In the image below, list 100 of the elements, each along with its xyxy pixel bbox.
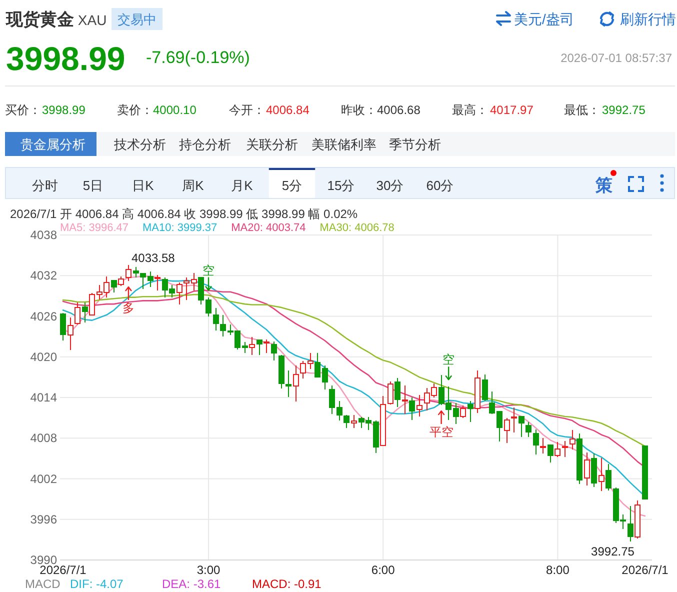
- candlestick: [547, 444, 554, 463]
- candlestick: [467, 400, 474, 422]
- chart-subtitle: 2026/7/1 开 4006.84 高 4006.84 收 3998.99 低 3998.99 幅 0.02%: [10, 207, 358, 221]
- candlestick: [344, 414, 350, 428]
- y-tick-label: 4002: [30, 472, 58, 486]
- y-tick-label: 4014: [30, 390, 58, 404]
- annotation: 平空: [429, 424, 454, 439]
- candlestick: [387, 380, 394, 405]
- annotation: 3992.75: [591, 544, 635, 558]
- text: 美元/盎司: [514, 11, 574, 27]
- candlestick: [569, 430, 576, 450]
- text: 15分: [327, 178, 355, 193]
- candlestick: [540, 438, 546, 454]
- candlestick: [409, 397, 416, 420]
- y-tick-label: 4026: [30, 309, 58, 324]
- text: 昨收：: [341, 103, 377, 117]
- text: 2026-07-01 08:57:37: [560, 51, 672, 65]
- candlestick: [416, 394, 422, 417]
- candlestick: [562, 440, 568, 458]
- annotation: 空: [442, 352, 455, 367]
- candlestick: [74, 302, 81, 325]
- text: 30分: [376, 178, 404, 193]
- candlestick: [482, 374, 488, 402]
- candlestick: [249, 336, 256, 356]
- candlestick: [598, 457, 604, 492]
- text: 4006.84: [266, 103, 310, 117]
- candlestick: [554, 442, 561, 458]
- text: 今开：: [229, 103, 265, 117]
- text: 5日: [82, 178, 104, 193]
- y-tick-label: 4038: [30, 228, 58, 242]
- x-tick-label: 3:00: [196, 563, 220, 577]
- text: 贵金属分析: [20, 137, 86, 152]
- candlestick: [642, 445, 648, 500]
- text: 分时: [32, 178, 58, 193]
- text: 刷新行情: [620, 11, 676, 27]
- candlestick: [518, 416, 524, 438]
- candlestick: [264, 338, 270, 354]
- candlestick: [627, 505, 634, 542]
- candlestick: [212, 308, 219, 331]
- text: 4000.10: [153, 103, 197, 117]
- text: 技术分析: [113, 137, 166, 152]
- text: 60分: [426, 178, 454, 193]
- candlestick: [270, 340, 277, 361]
- text: 4017.97: [490, 103, 534, 117]
- candlestick: [511, 407, 518, 434]
- text: 最高：: [452, 103, 488, 117]
- y-tick-label: 4008: [30, 431, 58, 446]
- text: MA10: 3999.37: [142, 222, 218, 234]
- text: MA30: 4006.78: [320, 222, 394, 234]
- y-tick-label: 3996: [30, 512, 58, 526]
- annotation: 4033.58: [131, 250, 176, 265]
- candlestick: [394, 377, 401, 408]
- candlestick: [125, 264, 132, 282]
- x-tick-label: 2026/7/1: [622, 563, 669, 577]
- text: 交易中: [118, 12, 156, 27]
- candlestick: [292, 365, 299, 402]
- candlestick: [256, 339, 262, 356]
- candlestick: [460, 405, 466, 418]
- chart-title: 现货黄金 XAU: [5, 10, 107, 29]
- text: -7.69(-0.19%): [146, 48, 250, 67]
- text: 日K: [132, 178, 154, 193]
- candlestick: [286, 370, 292, 398]
- candlestick: [110, 280, 117, 294]
- text: 持仓分析: [179, 137, 231, 152]
- candlestick: [606, 463, 612, 491]
- text: 月K: [231, 178, 254, 193]
- text: DIF: -4.07: [70, 577, 124, 591]
- candlestick: [591, 453, 598, 488]
- text: 4006.68: [377, 103, 421, 117]
- text: 策: [594, 176, 612, 195]
- candlestick: [118, 276, 124, 286]
- text: MACD: -0.91: [252, 577, 322, 591]
- candlestick: [351, 414, 357, 428]
- candlestick: [584, 452, 590, 486]
- text: 卖价：: [117, 103, 153, 117]
- candlestick: [82, 302, 88, 323]
- text: MACD: [25, 577, 61, 591]
- text: 周K: [182, 178, 204, 193]
- text: 季节分析: [389, 137, 441, 152]
- x-tick-label: 6:00: [371, 563, 396, 577]
- candlestick: [60, 312, 66, 342]
- annotation: 空: [202, 263, 214, 278]
- text: MA5: 3996.47: [60, 222, 128, 234]
- candlestick: [526, 421, 532, 438]
- text: 3992.75: [602, 103, 646, 117]
- y-tick-label: 4032: [30, 268, 58, 283]
- text: 美联储利率: [312, 137, 376, 152]
- candlestick: [532, 428, 539, 455]
- annotation: 多: [122, 301, 134, 316]
- candlestick: [504, 417, 510, 444]
- candlestick: [576, 432, 583, 485]
- y-tick-label: 4020: [30, 350, 58, 364]
- candlestick: [474, 370, 481, 414]
- x-tick-label: 8:00: [546, 563, 570, 577]
- text: 买价：: [5, 103, 41, 117]
- text: DEA: -3.61: [162, 577, 222, 591]
- text: 5分: [282, 178, 302, 193]
- candlestick: [67, 317, 74, 351]
- candlestick: [380, 396, 386, 446]
- text: 3998.99: [42, 103, 86, 117]
